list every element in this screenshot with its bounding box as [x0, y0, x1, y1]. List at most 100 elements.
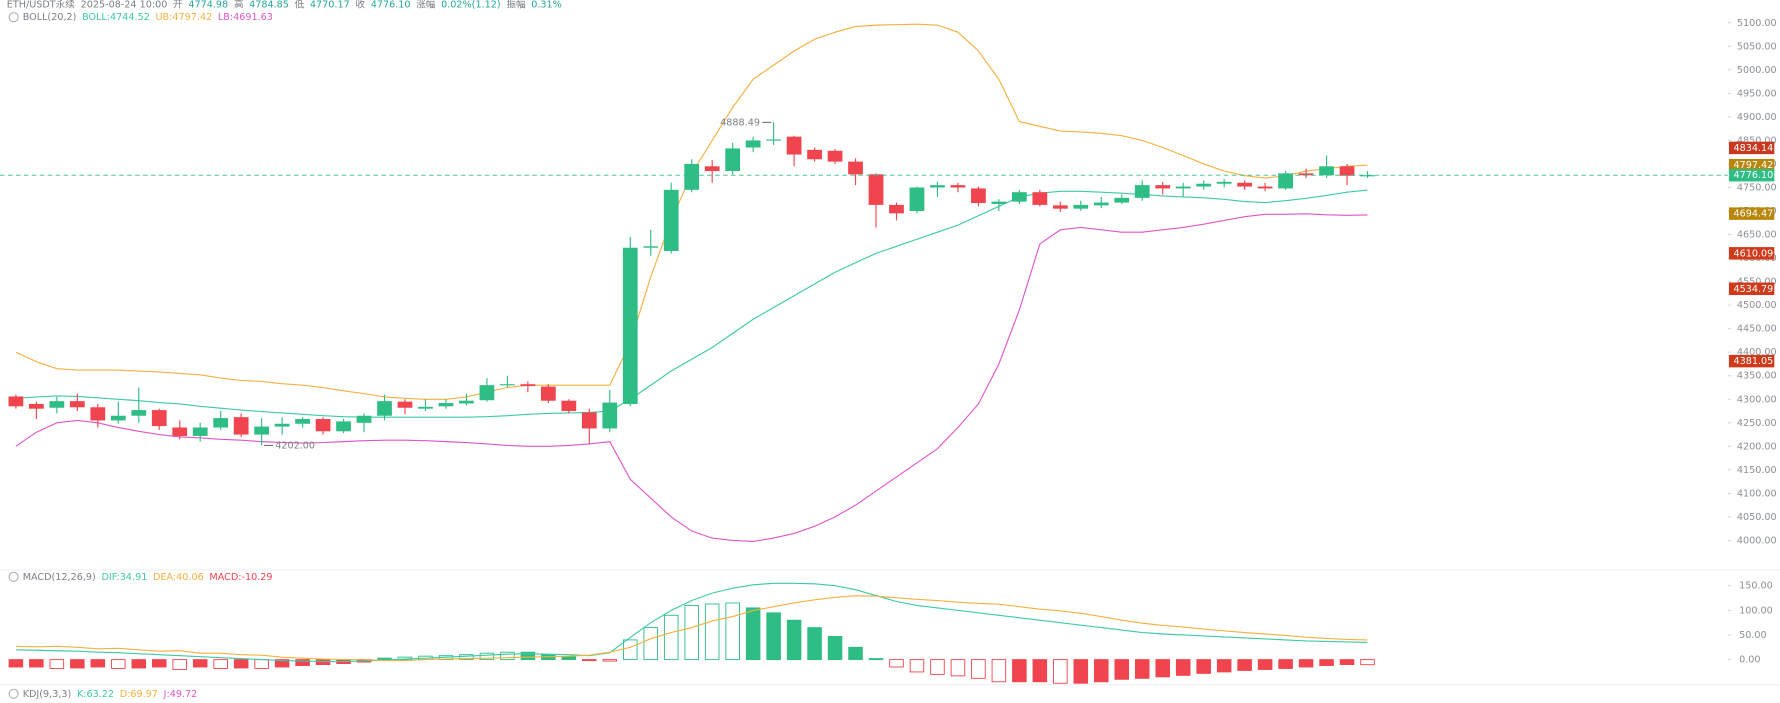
candle-body	[1298, 173, 1314, 176]
macd-bar	[1032, 659, 1048, 683]
price-tag-label: 4534.79	[1733, 284, 1773, 295]
candle-body	[479, 385, 495, 401]
candle-body	[274, 423, 290, 427]
macd-bar	[90, 659, 106, 668]
candle-body	[745, 140, 761, 148]
macd-bar	[111, 659, 126, 669]
indicator-toggle[interactable]	[8, 688, 19, 699]
y-tick-label: 4350.00	[1737, 371, 1777, 382]
macd-bar	[848, 646, 863, 661]
candle-body	[1073, 204, 1089, 209]
price-tag-label: 4694.47	[1733, 209, 1773, 220]
candle-body	[766, 139, 781, 141]
candle-body	[315, 419, 331, 432]
header-field: 4784.85	[249, 0, 289, 11]
candle-body	[1278, 173, 1293, 189]
y-tick-label: 4750.00	[1737, 182, 1777, 193]
boll-line	[15, 213, 1368, 542]
max-annotation: 4888.49	[720, 117, 760, 128]
macd-bar	[1155, 659, 1170, 678]
price-tag	[1728, 354, 1775, 368]
macd-bar	[1012, 659, 1027, 683]
price-tag	[1728, 282, 1775, 296]
macd-bar	[1237, 659, 1252, 671]
macd-bar	[909, 659, 925, 673]
candle-body	[971, 188, 986, 204]
price-tag	[1728, 207, 1775, 220]
candle-body	[704, 166, 720, 172]
macd-bar	[254, 659, 269, 669]
price-tag	[1728, 168, 1775, 182]
macd-bar	[1134, 659, 1150, 679]
min-annotation: 4202.00	[275, 440, 315, 451]
candle-body	[295, 419, 310, 424]
candle-body	[418, 406, 433, 409]
candle-body	[1196, 183, 1212, 187]
header-field: 4770.17	[310, 0, 350, 11]
candle-body	[90, 407, 106, 421]
candle-body	[1360, 175, 1375, 177]
candle-body	[192, 427, 208, 436]
candle-body	[663, 189, 679, 252]
candle-body	[540, 386, 556, 401]
candle-body	[356, 415, 372, 423]
macd-bar	[643, 627, 659, 661]
y-tick-label: 5050.00	[1737, 41, 1777, 52]
candle-body	[725, 148, 741, 172]
macd-bar	[1114, 659, 1130, 680]
macd-bar	[274, 659, 290, 668]
y-tick-label: 4400.00	[1737, 347, 1777, 358]
macd-bar	[991, 659, 1007, 683]
candle-body	[151, 410, 167, 427]
candle-body	[254, 426, 270, 435]
price-tag-label: 4381.05	[1733, 356, 1773, 367]
macd-bar	[766, 612, 781, 661]
y-tick-label: 50.00	[1739, 630, 1767, 641]
header-field: 高	[234, 0, 244, 11]
candle-body	[684, 163, 700, 190]
legend-row: BOLL(20,2) BOLL:4744.52 UB:4797.42 LB:4691.…	[23, 12, 273, 23]
candle-body	[581, 412, 597, 429]
candle-body	[233, 417, 249, 435]
header-field: 2025-08-24 10:00	[81, 0, 168, 11]
candle-body	[1114, 197, 1130, 203]
header-field: 0.31%	[531, 0, 562, 11]
legend-entry: J:49.72	[163, 689, 198, 700]
y-tick-label: 4450.00	[1737, 324, 1777, 335]
macd-bar	[1094, 659, 1109, 683]
y-tick-label: 4300.00	[1737, 394, 1777, 405]
macd-bar	[971, 659, 986, 679]
legend-title: MACD(12,26,9)	[23, 572, 96, 583]
header-field: 低	[295, 0, 305, 11]
candle-body	[1257, 186, 1273, 189]
candle-body	[1155, 185, 1171, 189]
macd-bar	[1175, 659, 1191, 676]
price-tag-label: 4776.10	[1733, 170, 1773, 181]
candle-body	[827, 150, 843, 162]
macd-bar	[868, 658, 884, 661]
candle-body	[110, 415, 126, 421]
candle-body	[500, 384, 515, 386]
macd-bar	[29, 659, 44, 668]
candle-body	[397, 401, 413, 408]
legend-row: MACD(12,26,9) DIF:34.91 DEA:40.06 MACD:-10.…	[23, 572, 273, 583]
candle-body	[848, 161, 863, 175]
candle-body	[8, 396, 24, 407]
candle-body	[991, 201, 1007, 204]
candle-body	[520, 384, 536, 387]
indicator-toggle[interactable]	[8, 12, 19, 23]
candle-body	[1216, 181, 1232, 184]
macd-bar	[684, 604, 699, 661]
candle-body	[889, 204, 904, 214]
macd-bar	[172, 659, 187, 670]
candle-body	[459, 400, 474, 404]
macd-bar	[295, 659, 310, 666]
indicator-toggle[interactable]	[8, 571, 19, 582]
header-field: 0.02%(1.12)	[441, 0, 501, 11]
header-field: 振幅	[506, 0, 526, 11]
candle-body	[438, 403, 454, 407]
candle-body	[213, 418, 229, 428]
macd-bar	[459, 654, 474, 661]
candle-body	[930, 185, 945, 188]
